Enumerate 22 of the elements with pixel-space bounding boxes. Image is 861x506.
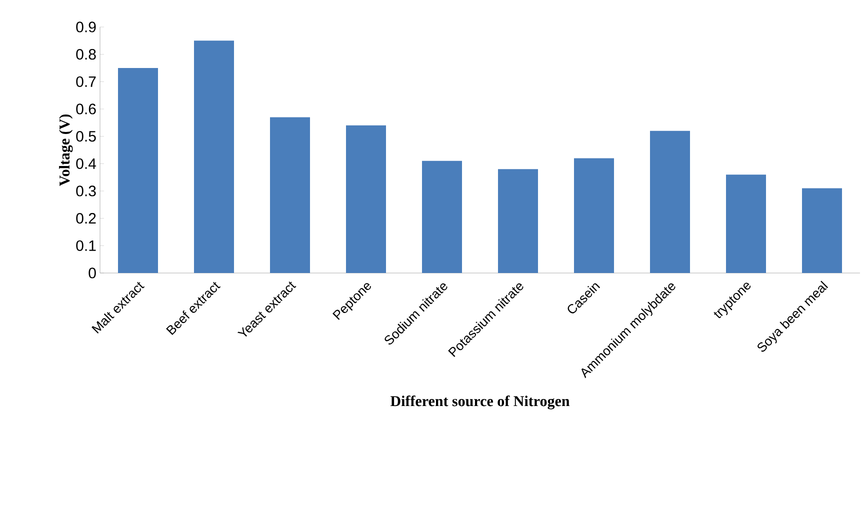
bar [422, 160, 462, 273]
bar [726, 174, 766, 273]
y-tick-label: 0.3 [76, 186, 96, 196]
y-tick-label: 0.8 [76, 49, 96, 60]
bar [270, 117, 310, 273]
y-tick-label: 0.5 [76, 131, 96, 142]
y-tick-label: 0.1 [76, 240, 96, 251]
y-tick-label: 0.4 [76, 158, 96, 169]
bar [802, 188, 842, 273]
x-axis-title: Different source of Nitrogen [390, 395, 570, 410]
y-tick-label: 0.2 [76, 213, 96, 224]
bar [650, 130, 690, 273]
bar [574, 158, 614, 273]
y-tick-label: 0 [88, 268, 96, 278]
y-tick-label: 0.9 [76, 22, 96, 32]
bar [498, 169, 538, 273]
bar [118, 68, 158, 273]
y-tick-label: 0.7 [76, 76, 96, 87]
bar [346, 125, 386, 273]
bar [194, 40, 234, 273]
y-tick-label: 0.6 [76, 104, 96, 114]
y-axis-title: Voltage (V) [59, 114, 73, 186]
